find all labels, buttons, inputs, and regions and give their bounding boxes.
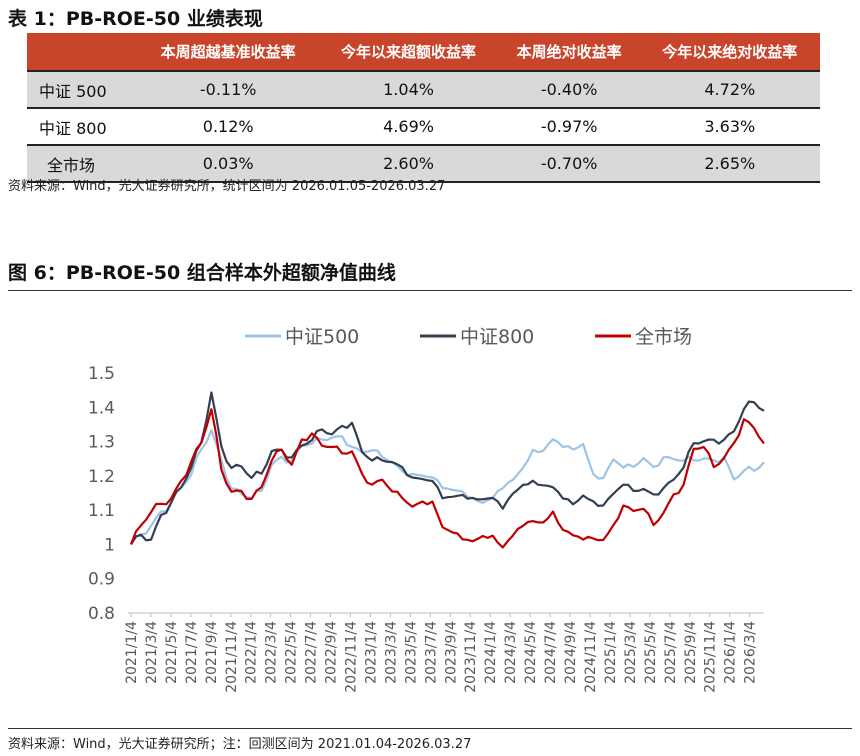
x-tick-label: 2024/9/4 (563, 621, 579, 684)
figure-title: 图 6：PB-ROE-50 组合样本外超额净值曲线 (8, 262, 396, 284)
table-source-note: 资料来源：Wind，光大证券研究所，统计区间为 2026.01.05-2026.… (8, 179, 446, 194)
row-label: 中证 800 (27, 108, 138, 146)
x-tick-label: 2023/11/4 (463, 621, 479, 693)
x-tick-label: 2021/5/4 (164, 621, 180, 684)
x-tick-label: 2023/3/4 (383, 621, 399, 684)
x-tick-label: 2022/11/4 (344, 621, 360, 693)
y-tick-label: 1.1 (88, 501, 115, 521)
table-row: 中证 500 -0.11% 1.04% -0.40% 4.72% (27, 71, 820, 109)
cell: 3.63% (639, 108, 820, 146)
x-tick-label: 2021/1/4 (124, 621, 140, 684)
header-cell: 今年以来超额收益率 (318, 33, 499, 72)
row-label: 中证 500 (27, 71, 138, 109)
performance-table: 本周超越基准收益率 今年以来超额收益率 本周绝对收益率 今年以来绝对收益率 中证… (27, 33, 820, 183)
cell: -0.70% (498, 145, 640, 183)
y-tick-label: 1.2 (88, 467, 115, 487)
series-line (130, 391, 765, 545)
y-tick-label: 0.8 (88, 604, 115, 624)
x-tick-label: 2022/9/4 (324, 621, 340, 684)
cell: 4.69% (318, 108, 499, 146)
x-tick-label: 2024/11/4 (583, 621, 599, 693)
header-cell: 本周超越基准收益率 (138, 33, 319, 72)
legend-label: 全市场 (635, 326, 692, 348)
y-tick-label: 1.3 (88, 433, 115, 453)
cell: 4.72% (639, 71, 820, 109)
y-tick-label: 0.9 (88, 570, 115, 590)
header-cell: 本周绝对收益率 (498, 33, 640, 72)
x-tick-label: 2026/1/4 (723, 621, 739, 684)
x-tick-label: 2021/3/4 (144, 621, 160, 684)
x-tick-label: 2025/1/4 (603, 621, 619, 684)
divider (8, 290, 852, 291)
cell: 2.60% (318, 145, 499, 183)
y-tick-label: 1 (104, 535, 115, 555)
y-tick-label: 1.4 (88, 398, 115, 418)
cell: 2.65% (639, 145, 820, 183)
series-line (130, 429, 765, 545)
x-tick-label: 2025/5/4 (643, 621, 659, 684)
x-tick-label: 2021/7/4 (184, 621, 200, 684)
figure-source-note: 资料来源：Wind，光大证券研究所；注：回测区间为 2021.01.04-202… (8, 737, 472, 752)
table-row: 全市场 0.03% 2.60% -0.70% 2.65% (27, 145, 820, 183)
x-tick-label: 2025/3/4 (623, 621, 639, 684)
legend-label: 中证500 (285, 326, 359, 348)
x-tick-label: 2025/7/4 (663, 621, 679, 684)
x-tick-label: 2024/1/4 (483, 621, 499, 684)
cell: -0.40% (498, 71, 640, 109)
table-row: 中证 800 0.12% 4.69% -0.97% 3.63% (27, 108, 820, 146)
cell: -0.11% (138, 71, 319, 109)
x-tick-label: 2021/11/4 (224, 621, 240, 693)
x-tick-label: 2024/7/4 (543, 621, 559, 684)
cell: 0.03% (138, 145, 319, 183)
x-tick-label: 2026/3/4 (743, 621, 759, 684)
x-tick-label: 2022/3/4 (264, 621, 280, 684)
x-tick-label: 2021/9/4 (204, 621, 220, 684)
table-header-row: 本周超越基准收益率 今年以来超额收益率 本周绝对收益率 今年以来绝对收益率 (27, 33, 820, 72)
cell: -0.97% (498, 108, 640, 146)
x-tick-label: 2023/5/4 (403, 621, 419, 684)
x-tick-label: 2024/3/4 (503, 621, 519, 684)
x-tick-label: 2023/7/4 (423, 621, 439, 684)
legend-label: 中证800 (460, 326, 534, 348)
divider (8, 728, 852, 729)
row-label: 全市场 (27, 145, 138, 183)
x-tick-label: 2023/9/4 (443, 621, 459, 684)
cell: 0.12% (138, 108, 319, 146)
x-tick-label: 2022/1/4 (244, 621, 260, 684)
header-cell: 今年以来绝对收益率 (639, 33, 820, 72)
x-tick-label: 2025/11/4 (703, 621, 719, 693)
cell: 1.04% (318, 71, 499, 109)
header-cell (27, 33, 138, 72)
y-tick-label: 1.5 (88, 364, 115, 384)
x-tick-label: 2022/5/4 (284, 621, 300, 684)
table-title: 表 1：PB-ROE-50 业绩表现 (8, 8, 263, 30)
x-tick-label: 2025/9/4 (683, 621, 699, 684)
x-tick-label: 2024/5/4 (523, 621, 539, 684)
x-tick-label: 2023/1/4 (363, 621, 379, 684)
x-tick-label: 2022/7/4 (304, 621, 320, 684)
series-line (129, 408, 765, 549)
